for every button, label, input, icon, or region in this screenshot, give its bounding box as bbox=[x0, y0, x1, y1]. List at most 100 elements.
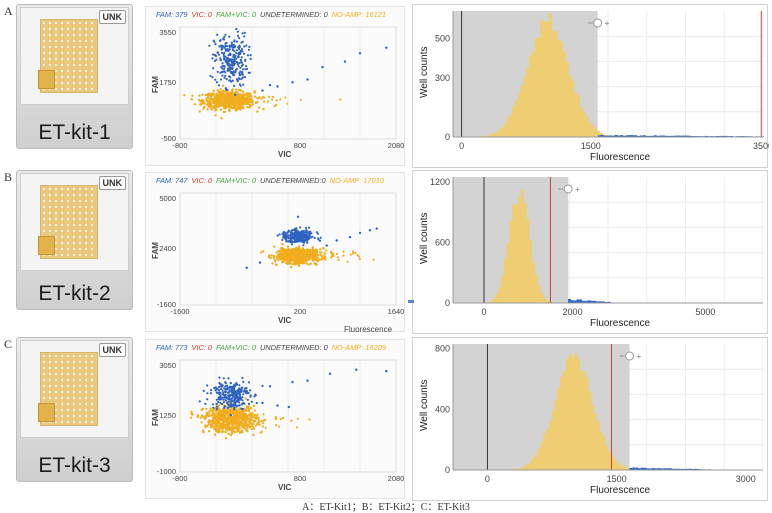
tail-bar bbox=[623, 135, 626, 137]
tail-bar bbox=[656, 135, 660, 137]
noamp-point bbox=[207, 414, 210, 418]
noamp-point bbox=[228, 423, 231, 426]
noamp-point bbox=[215, 418, 218, 421]
fam-cluster bbox=[198, 368, 388, 417]
tail-bar bbox=[571, 300, 574, 303]
noamp-point bbox=[277, 425, 280, 428]
fam-point bbox=[231, 387, 234, 390]
fam-point bbox=[230, 397, 234, 400]
histogram-bar bbox=[622, 466, 626, 470]
fam-point bbox=[239, 58, 242, 62]
noamp-point bbox=[228, 109, 231, 113]
noamp-point bbox=[190, 410, 193, 413]
x-tick-label: 0 bbox=[485, 474, 490, 484]
histogram-bar bbox=[577, 95, 581, 137]
fam-point bbox=[228, 397, 231, 400]
fam-point bbox=[231, 72, 234, 75]
noamp-point bbox=[287, 258, 291, 262]
fam-point bbox=[225, 78, 228, 81]
noamp-point bbox=[320, 257, 323, 260]
x-tick-label: -800 bbox=[172, 141, 187, 150]
y-tick-label: 0 bbox=[445, 132, 450, 142]
histogram-bar bbox=[486, 135, 490, 137]
tail-bar bbox=[659, 135, 663, 137]
noamp-point bbox=[210, 425, 213, 428]
chip-label: ET-kit-2 bbox=[38, 282, 111, 305]
noamp-point bbox=[207, 101, 210, 105]
edge-marker bbox=[408, 300, 414, 303]
fam-point bbox=[241, 32, 244, 35]
fam-point bbox=[219, 385, 222, 388]
fam-point bbox=[234, 401, 237, 405]
histogram-bar bbox=[591, 405, 595, 470]
noamp-point bbox=[296, 260, 299, 264]
histogram-bar bbox=[537, 285, 541, 303]
fam-point bbox=[246, 398, 249, 401]
noamp-point bbox=[234, 109, 238, 112]
noamp-point bbox=[215, 421, 218, 424]
noamp-point bbox=[214, 114, 217, 117]
noamp-point bbox=[238, 427, 241, 430]
noamp-point bbox=[294, 248, 297, 251]
fam-point bbox=[295, 233, 298, 236]
histogram-panel-b: +1200 600 0 0 2000 5000 Fluorescence Well count… bbox=[412, 170, 768, 334]
fam-point bbox=[290, 233, 293, 236]
histogram-bar bbox=[498, 129, 502, 137]
y-tick-label: 1750 bbox=[159, 78, 176, 87]
histogram-bar bbox=[585, 116, 589, 137]
noamp-point bbox=[223, 417, 226, 420]
noamp-point bbox=[245, 409, 248, 412]
tail-bar bbox=[602, 301, 605, 303]
noamp-point bbox=[221, 426, 225, 430]
histogram-bar bbox=[560, 42, 564, 138]
fam-point bbox=[229, 414, 232, 417]
noamp-point bbox=[253, 90, 256, 93]
histogram-bar bbox=[515, 204, 519, 303]
y-axis-label: Well counts bbox=[419, 46, 430, 98]
scatter-plot: 3050 1250 -1000-800 800 2080 VIC FAM bbox=[151, 359, 404, 492]
noamp-point bbox=[253, 409, 256, 412]
fam-outlier bbox=[368, 229, 372, 232]
tail-bar bbox=[640, 467, 644, 470]
noamp-point bbox=[322, 246, 325, 250]
noamp-point bbox=[313, 250, 316, 253]
noamp-point bbox=[212, 97, 215, 101]
y-tick-label: 400 bbox=[435, 404, 450, 414]
tail-bar bbox=[685, 135, 688, 137]
histogram-bar bbox=[599, 431, 603, 470]
unk-badge: UNK bbox=[98, 343, 126, 357]
histogram-bar bbox=[540, 293, 544, 303]
histogram-bar bbox=[498, 287, 502, 303]
noamp-point bbox=[283, 250, 286, 253]
fam-outlier bbox=[335, 239, 338, 242]
noamp-point bbox=[249, 406, 253, 410]
fam-point bbox=[240, 77, 243, 80]
fam-outlier bbox=[358, 52, 362, 55]
noamp-point bbox=[297, 247, 301, 250]
noamp-point bbox=[331, 253, 334, 256]
noamp-point bbox=[250, 417, 253, 420]
noamp-point bbox=[233, 431, 237, 434]
noamp-point bbox=[330, 256, 333, 259]
tail-bar bbox=[635, 467, 639, 470]
noamp-point bbox=[250, 95, 253, 98]
noamp-point bbox=[286, 102, 289, 105]
plot-area bbox=[179, 192, 397, 306]
noamp-point bbox=[239, 96, 242, 99]
histogram-bar bbox=[506, 117, 510, 137]
fam-point bbox=[241, 73, 244, 76]
histogram-panel-c: +800 400 0 0 1500 3000 Fluorescence Well counts bbox=[412, 337, 768, 501]
noamp-cluster bbox=[260, 242, 375, 269]
tail-bar bbox=[597, 135, 601, 137]
x-axis-label: Fluorescence bbox=[590, 318, 650, 329]
fam-point bbox=[299, 226, 302, 229]
histogram-bar bbox=[520, 467, 524, 470]
fam-point bbox=[234, 396, 237, 399]
histogram-bar bbox=[540, 442, 544, 470]
fam-point bbox=[278, 233, 281, 236]
histogram-bar bbox=[543, 298, 547, 303]
legend-no-amp: NO-AMP: 16209 bbox=[331, 343, 386, 352]
fam-point bbox=[223, 76, 226, 79]
noamp-point bbox=[315, 249, 319, 252]
fam-point bbox=[241, 396, 244, 399]
